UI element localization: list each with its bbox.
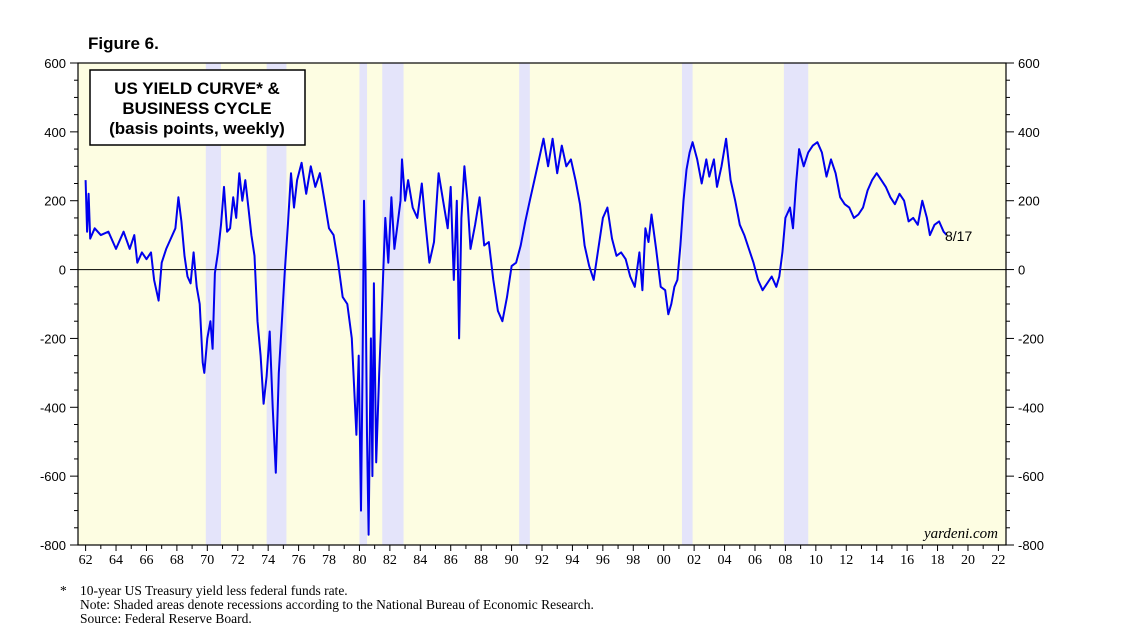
x-tick-label: 66 xyxy=(139,553,153,568)
x-tick-label: 64 xyxy=(109,553,123,568)
footnote-definition: 10-year US Treasury yield less federal f… xyxy=(80,583,348,598)
x-tick-label: 22 xyxy=(991,553,1005,568)
x-tick-label: 94 xyxy=(565,553,579,568)
y-tick-label-left: -800 xyxy=(40,538,66,553)
x-tick-label: 82 xyxy=(383,553,397,568)
y-tick-label-right: -200 xyxy=(1018,331,1044,346)
y-tick-label-right: 600 xyxy=(1018,56,1040,71)
recession-band-7 xyxy=(783,63,809,545)
footnotes: * 10-year US Treasury yield less federal … xyxy=(60,584,594,626)
recession-band-4 xyxy=(382,63,404,545)
x-axis: 62 64 66 68 70 72 74 76 78 80 82 84 86 88 90 92 94 96 98 00… xyxy=(79,545,1005,568)
footnote-source: Source: Federal Reserve Board. xyxy=(80,611,252,626)
end-date-label: 8/17 xyxy=(945,228,972,244)
x-tick-label: 04 xyxy=(718,553,732,568)
y-tick-label-right: -400 xyxy=(1018,400,1044,415)
x-tick-label: 06 xyxy=(748,553,762,568)
recession-band-6 xyxy=(681,63,693,545)
y-tick-label-left: 200 xyxy=(44,194,66,209)
x-tick-label: 78 xyxy=(322,553,336,568)
series-group xyxy=(84,137,948,536)
y-tick-label-left: 0 xyxy=(59,263,66,278)
x-tick-label: 08 xyxy=(778,553,792,568)
y-tick-label-right: 400 xyxy=(1018,125,1040,140)
recession-band-5 xyxy=(519,63,530,545)
x-tick-label: 10 xyxy=(809,553,823,568)
title-line-1: US YIELD CURVE* & xyxy=(114,79,280,98)
y-tick-label-left: 400 xyxy=(44,125,66,140)
x-tick-label: 84 xyxy=(413,553,427,568)
x-tick-label: 18 xyxy=(931,553,945,568)
watermark: yardeni.com xyxy=(922,526,998,542)
x-tick-label: 12 xyxy=(839,553,853,568)
x-tick-label: 86 xyxy=(444,553,458,568)
y-axis-right: -800 -600 -400 -200 0 200 400 600 xyxy=(1006,56,1044,553)
x-tick-label: 62 xyxy=(79,553,93,568)
y-tick-label-right: -600 xyxy=(1018,469,1044,484)
y-axis-left: -800 -600 -400 -200 0 200 400 600 xyxy=(40,56,78,553)
x-tick-label: 20 xyxy=(961,553,975,568)
x-tick-label: 68 xyxy=(170,553,184,568)
y-tick-label-left: -200 xyxy=(40,331,66,346)
figure-label: Figure 6. xyxy=(88,34,159,53)
footnote-marker: * xyxy=(60,583,67,598)
title-line-2: BUSINESS CYCLE xyxy=(122,99,271,118)
x-tick-label: 02 xyxy=(687,553,701,568)
y-tick-label-right: 0 xyxy=(1018,263,1025,278)
title-line-3: (basis points, weekly) xyxy=(109,119,285,138)
x-tick-label: 74 xyxy=(261,553,275,568)
y-tick-label-right: -800 xyxy=(1018,538,1044,553)
x-tick-label: 00 xyxy=(657,553,671,568)
y-tick-label-left: 600 xyxy=(44,56,66,71)
series-line-1 xyxy=(84,137,948,536)
x-tick-label: 72 xyxy=(231,553,245,568)
x-tick-label: 96 xyxy=(596,553,610,568)
x-tick-label: 76 xyxy=(292,553,306,568)
x-tick-label: 90 xyxy=(505,553,519,568)
recession-band-2 xyxy=(266,63,287,545)
recession-shading xyxy=(205,63,809,545)
x-tick-label: 70 xyxy=(200,553,214,568)
x-tick-label: 98 xyxy=(626,553,640,568)
x-tick-label: 14 xyxy=(870,553,884,568)
y-tick-label-left: -400 xyxy=(40,400,66,415)
y-tick-label-right: 200 xyxy=(1018,194,1040,209)
x-tick-label: 80 xyxy=(352,553,366,568)
x-tick-label: 16 xyxy=(900,553,914,568)
x-tick-label: 88 xyxy=(474,553,488,568)
x-tick-label: 92 xyxy=(535,553,549,568)
y-tick-label-left: -600 xyxy=(40,469,66,484)
footnote-note: Note: Shaded areas denote recessions acc… xyxy=(80,597,594,612)
title-box: US YIELD CURVE* & BUSINESS CYCLE (basis … xyxy=(89,69,306,146)
